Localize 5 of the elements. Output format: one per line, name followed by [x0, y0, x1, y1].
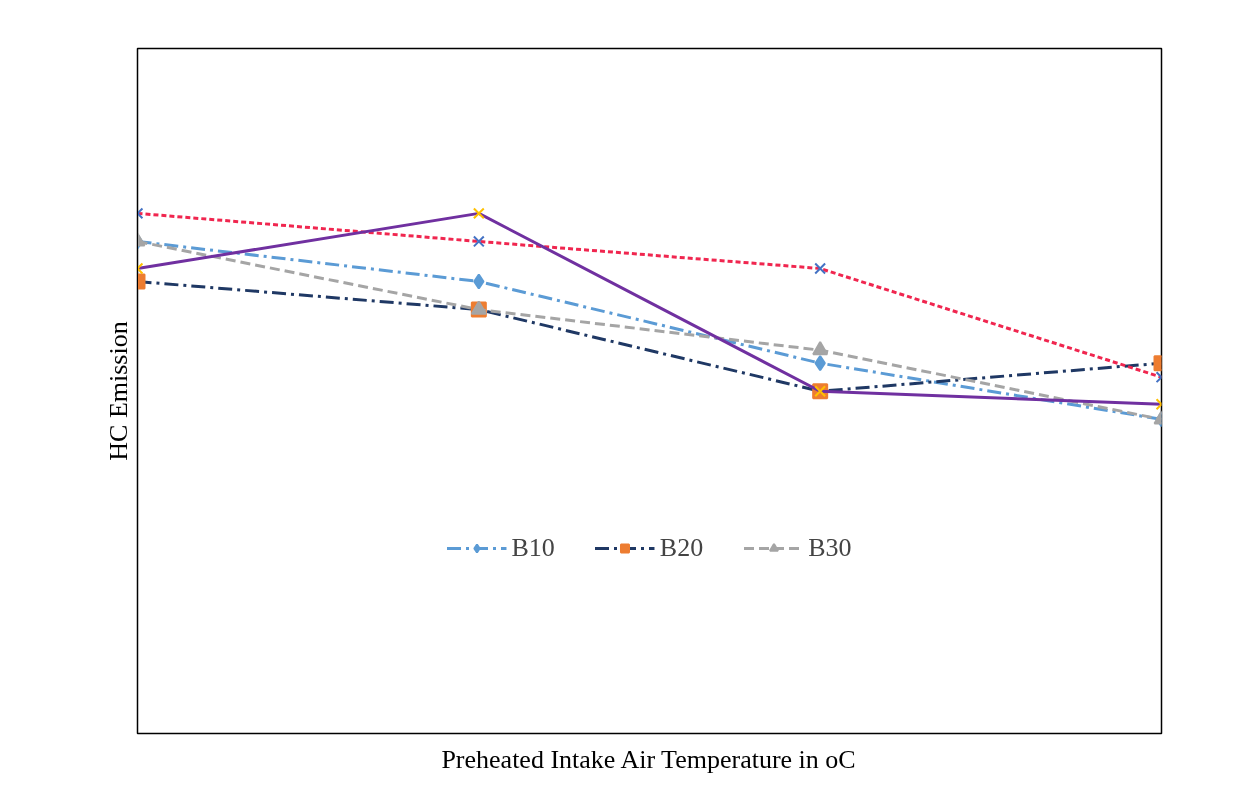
- legend-label: B10: [511, 533, 555, 563]
- y-axis-title: HC Emission: [103, 321, 133, 461]
- legend-label: B30: [808, 533, 852, 563]
- x-axis-title: Preheated Intake Air Temperature in oC: [441, 744, 856, 774]
- legend-label: B20: [659, 533, 704, 563]
